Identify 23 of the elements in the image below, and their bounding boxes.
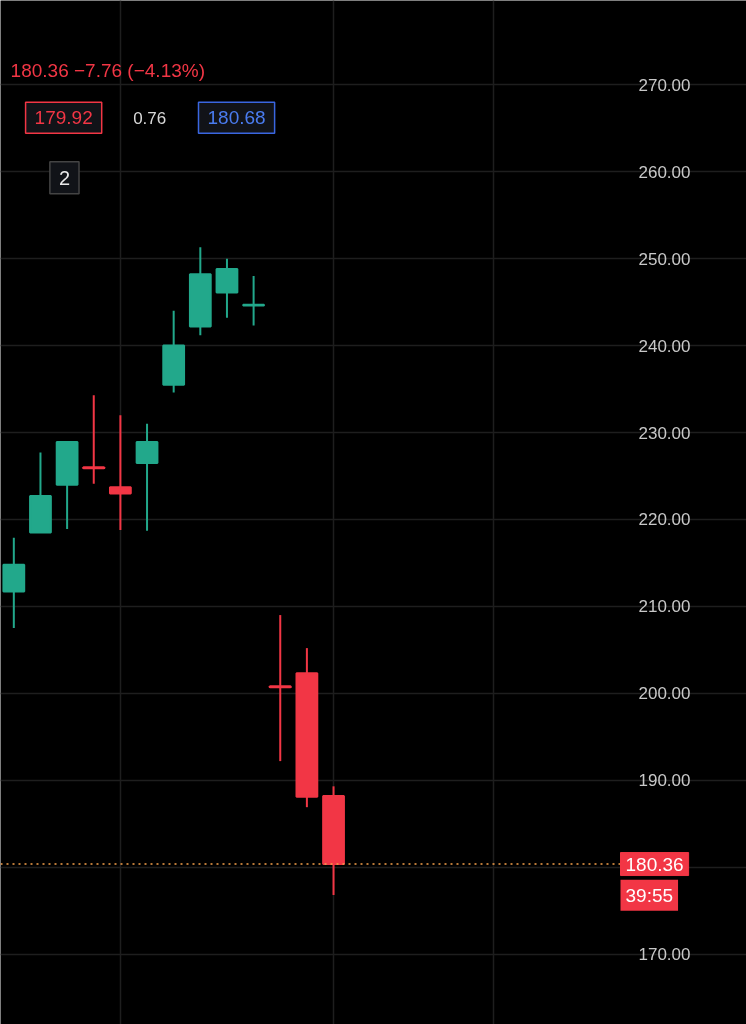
y-tick-label: 220.00 bbox=[638, 510, 691, 530]
annotation: 179.92 bbox=[34, 107, 93, 129]
annotation: 180.68 bbox=[207, 107, 266, 129]
y-tick-label: 270.00 bbox=[638, 75, 691, 95]
y-tick-label: 170.00 bbox=[638, 945, 691, 965]
y-tick-label: 190.00 bbox=[638, 771, 691, 791]
y-tick-label: 200.00 bbox=[638, 684, 691, 704]
y-tick-label: 250.00 bbox=[638, 249, 691, 269]
candlestick bbox=[109, 414, 132, 531]
y-tick-label: 210.00 bbox=[638, 597, 691, 617]
y-tick-label: 240.00 bbox=[638, 336, 691, 356]
candlestick bbox=[268, 614, 292, 763]
ref-line-label: 180.36 bbox=[625, 853, 684, 875]
candlestick bbox=[82, 394, 106, 485]
text: 180.36 −7.76 (−4.13%) bbox=[10, 60, 205, 82]
candlestick bbox=[215, 257, 239, 319]
candlestick bbox=[242, 275, 265, 327]
y-tick-label: 260.00 bbox=[638, 162, 691, 182]
candlestick bbox=[135, 422, 159, 532]
annotation: 2 bbox=[58, 166, 71, 189]
annotation: 0.76 bbox=[133, 108, 167, 128]
y-tick-label: 230.00 bbox=[638, 423, 691, 443]
annotation: 39:55 bbox=[625, 884, 674, 906]
